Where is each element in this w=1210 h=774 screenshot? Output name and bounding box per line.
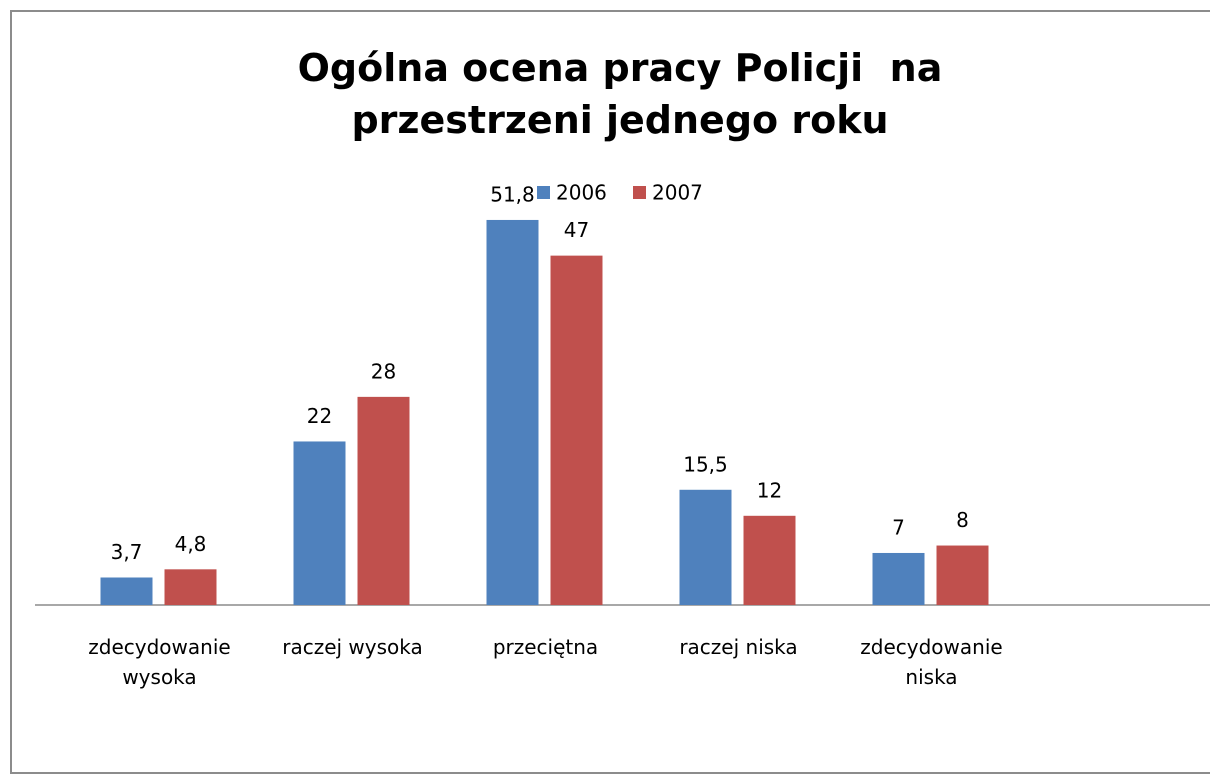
legend-label: 2006	[556, 181, 607, 205]
bar	[293, 441, 346, 605]
bar	[164, 569, 217, 605]
legend-swatch	[633, 186, 646, 199]
value-label: 47	[564, 218, 589, 242]
value-label: 22	[307, 404, 332, 428]
bar	[872, 552, 925, 605]
x-tick-label: zdecydowanie niska	[860, 635, 1003, 689]
bar	[679, 489, 732, 605]
bar	[743, 515, 796, 605]
bar	[100, 577, 153, 605]
value-label: 12	[757, 478, 782, 502]
legend-label: 2007	[652, 181, 703, 205]
value-label: 15,5	[683, 452, 728, 476]
x-tick-label: raczej niska	[679, 635, 798, 659]
value-label: 51,8	[490, 182, 535, 206]
x-tick-label: raczej wysoka	[282, 635, 423, 659]
bar	[550, 255, 603, 605]
value-label: 28	[371, 359, 396, 383]
legend-swatch	[537, 186, 550, 199]
x-tick-label: przeciętna	[492, 635, 599, 659]
x-tick-label: zdecydowanie wysoka	[88, 635, 231, 689]
value-label: 7	[892, 515, 905, 539]
value-label: 4,8	[175, 532, 207, 556]
value-label: 8	[956, 508, 969, 532]
bar	[357, 396, 410, 605]
bar	[486, 219, 539, 605]
value-label: 3,7	[111, 540, 143, 564]
bar	[936, 545, 989, 605]
chart-title: Ogólna ocena pracy Policji na przestrzen…	[297, 46, 956, 142]
